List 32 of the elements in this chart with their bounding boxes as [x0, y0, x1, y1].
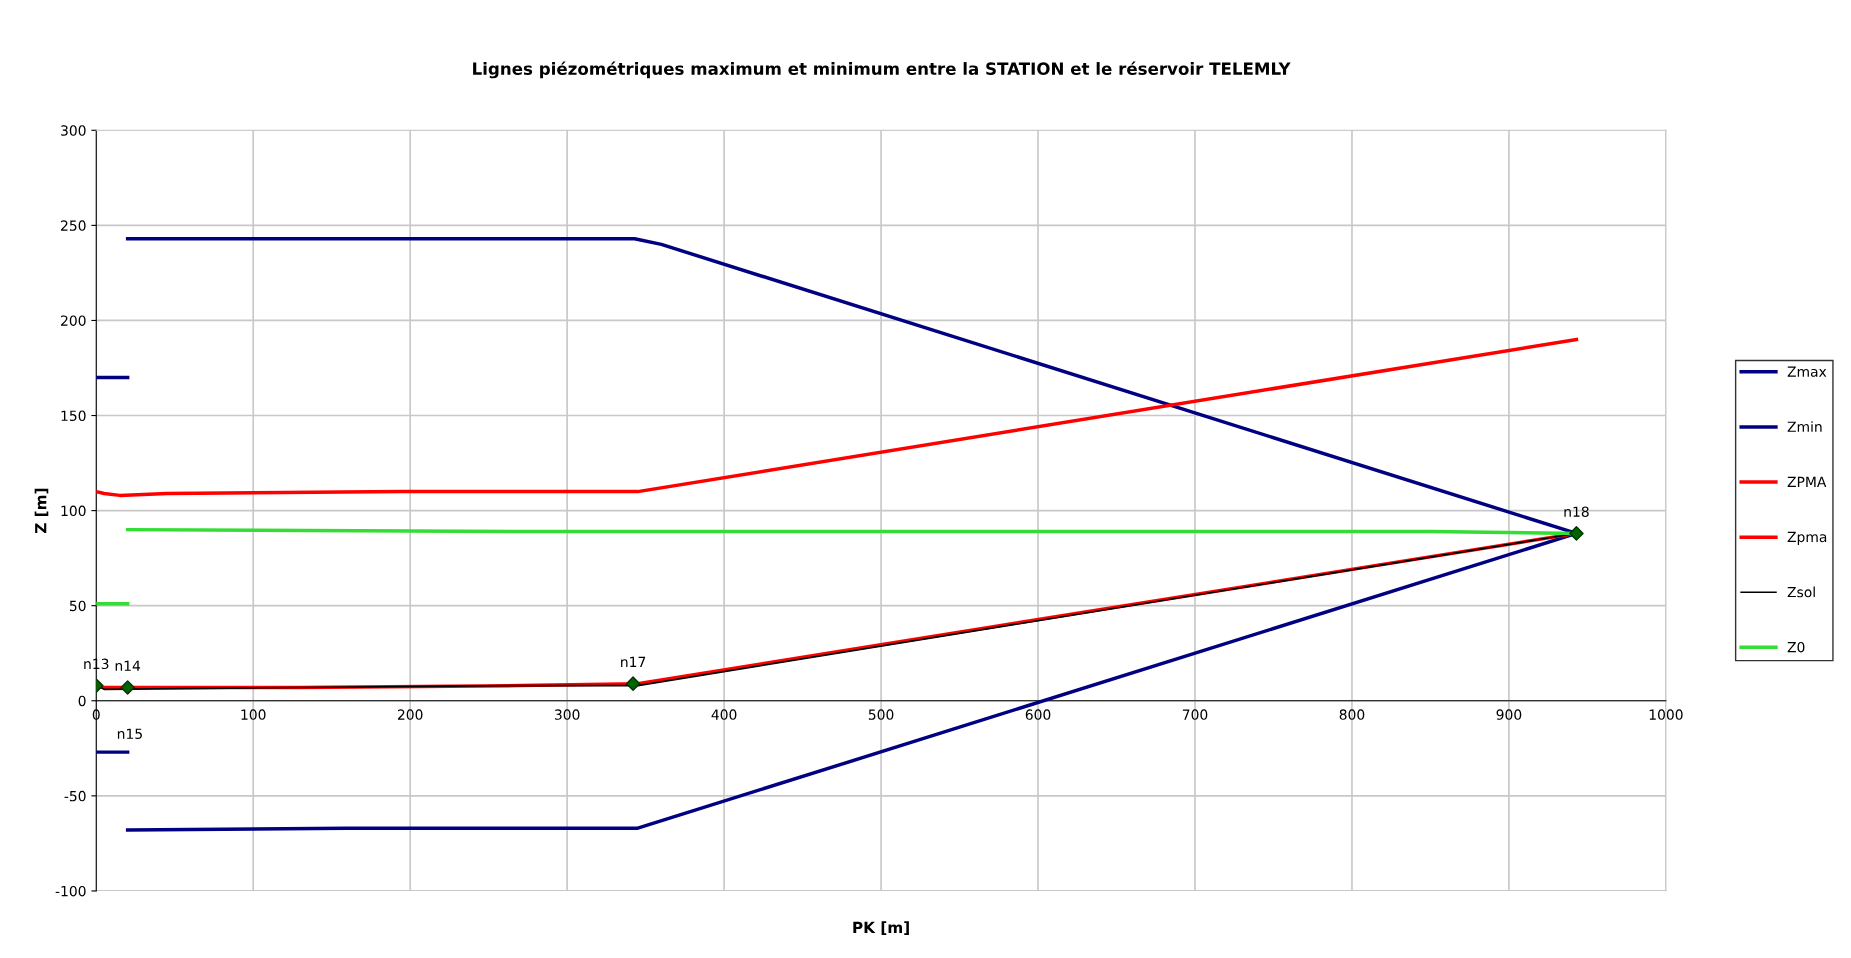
y-tick-label: 100 — [61, 505, 86, 517]
x-axis-title: PK [m] — [853, 921, 909, 935]
x-tick-label: 600 — [1025, 709, 1051, 720]
annotation: n18 — [1564, 506, 1589, 517]
x-tick-label: 900 — [1496, 709, 1522, 720]
x-tick-label: 300 — [554, 709, 580, 720]
annotation: n17 — [621, 656, 646, 667]
y-tick-label: -50 — [64, 790, 86, 802]
y-tick-label: 150 — [61, 410, 86, 422]
y-tick-label: 200 — [61, 315, 86, 326]
x-tick-label: 100 — [241, 709, 266, 720]
legend-label: Z0 — [1787, 641, 1805, 653]
legend-label: Zmax — [1787, 366, 1827, 377]
x-tick-label: 1000 — [1649, 709, 1683, 720]
x-tick-label: 400 — [711, 709, 737, 720]
legend-label: ZPMA — [1787, 476, 1827, 487]
legend-label: Zpma — [1787, 531, 1827, 545]
x-tick-label: 700 — [1182, 709, 1208, 720]
x-tick-label: 200 — [397, 709, 423, 720]
annotation: n15 — [117, 728, 142, 740]
y-tick-label: -100 — [55, 885, 86, 897]
y-tick-label: 0 — [78, 695, 86, 707]
annotation: n14 — [115, 660, 141, 671]
y-axis-title: Z [m] — [34, 488, 49, 534]
legend-label: Zsol — [1787, 586, 1815, 598]
legend-label: Zmin — [1787, 421, 1822, 432]
y-tick-label: 250 — [61, 220, 86, 231]
x-tick-label: 800 — [1339, 709, 1365, 720]
x-tick-label: 500 — [868, 709, 894, 720]
y-tick-label: 300 — [61, 125, 86, 136]
y-tick-label: 50 — [69, 600, 86, 612]
chart-title: Lignes piézométriques maximum et minimum entre la STATION et le réservoir TELEMLY — [473, 61, 1291, 79]
